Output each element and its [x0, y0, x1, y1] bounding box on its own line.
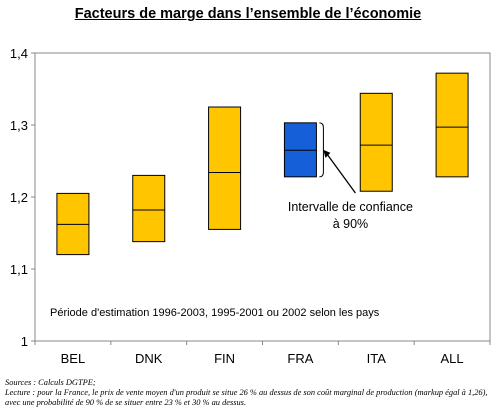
y-tick-label: 1,3 [10, 118, 28, 133]
confidence-bracket [319, 122, 324, 178]
annotation-text-line1: Intervalle de confiance [288, 200, 413, 214]
y-tick-label: 1 [21, 334, 28, 349]
y-tick-label: 1,1 [10, 262, 28, 277]
plot-frame [34, 52, 491, 342]
box-fin [208, 106, 242, 230]
y-tick-label: 1,4 [10, 46, 28, 61]
footer-notes: Sources : Calculs DGTPE; Lecture : pour … [5, 378, 499, 409]
x-tick-label: FRA [287, 351, 313, 366]
sources-note: Sources : Calculs DGTPE; [5, 378, 96, 387]
x-tick-label: DNK [135, 351, 163, 366]
annotation-text-line2: à 90% [333, 217, 368, 231]
x-tick-label: ITA [367, 351, 387, 366]
annotation-arrow [324, 151, 356, 194]
x-tick-label: FIN [214, 351, 235, 366]
box-all [435, 72, 469, 178]
box-ita [359, 92, 393, 192]
x-tick-label: ALL [441, 351, 464, 366]
box-dnk [132, 174, 166, 243]
y-tick-label: 1,2 [10, 190, 28, 205]
chart-title: Facteurs de marge dans l’ensemble de l’é… [74, 6, 422, 22]
estimation-period-note: Période d'estimation 1996-2003, 1995-200… [50, 307, 380, 319]
margin-factors-chart: 1 1,1 1,2 1,3 1,4 BEL DNK FIN FRA ITA ALL Interval… [10, 46, 491, 366]
annotation-arrowhead [323, 149, 331, 158]
x-tick-label: BEL [61, 351, 86, 366]
lecture-note: Lecture : pour la France, le prix de ven… [5, 388, 488, 408]
